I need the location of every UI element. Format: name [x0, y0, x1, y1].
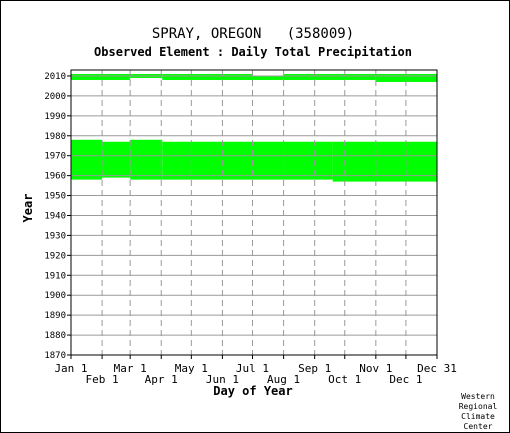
data-period-3: [130, 139, 163, 180]
x-tick-label-213: Aug 1: [267, 373, 300, 386]
y-tick-label-1910: 1910: [44, 271, 66, 281]
data-period-2: [102, 141, 131, 178]
y-tick-label-1900: 1900: [44, 291, 66, 301]
x-tick-label-152: Jun 1: [206, 373, 239, 386]
y-tick-label-1940: 1940: [44, 211, 66, 221]
y-tick-label-1930: 1930: [44, 231, 66, 241]
data-period-9: [252, 75, 284, 80]
chart-subtitle: Observed Element : Daily Total Precipita…: [94, 45, 412, 59]
x-tick-label-244: Sep 1: [298, 362, 331, 375]
data-period-1: [71, 139, 103, 180]
y-tick-label-1990: 1990: [44, 112, 66, 122]
y-tick-label-2000: 2000: [44, 92, 66, 102]
credit-line-1: Western: [461, 392, 495, 401]
y-tick-label-1960: 1960: [44, 172, 66, 182]
credit-line-2: Regional: [459, 402, 498, 411]
y-axis-label: Year: [21, 194, 35, 223]
x-tick-label-121: May 1: [175, 362, 208, 375]
x-tick-label-305: Nov 1: [359, 362, 392, 375]
plot-background: [71, 70, 437, 355]
data-period-6: [71, 73, 131, 80]
data-period-5: [332, 141, 437, 182]
plot-border: [70, 69, 438, 356]
x-tick-label-274: Oct 1: [328, 373, 361, 386]
data-period-10: [283, 73, 376, 80]
plot-area: [71, 70, 437, 355]
chart-title: SPRAY, OREGON (358009): [152, 26, 354, 42]
y-tick-label-1880: 1880: [44, 331, 66, 341]
grid-layer: [71, 70, 437, 355]
data-layer: [71, 73, 437, 182]
x-tick-label-60: Mar 1: [114, 362, 147, 375]
x-tick-label-366: Dec 31: [417, 362, 457, 375]
x-axis-label: Day of Year: [213, 384, 292, 398]
x-tick-label-335: Dec 1: [389, 373, 422, 386]
credit-line-4: Center: [464, 422, 493, 431]
x-tick-label-32: Feb 1: [86, 373, 119, 386]
y-tick-label-2010: 2010: [44, 72, 66, 82]
x-tick-label-1: Jan 1: [54, 362, 87, 375]
credit-block: Western Regional Climate Center: [459, 392, 498, 431]
data-period-8: [162, 73, 253, 80]
axis-layer: 1870 1880 1890 1900 1910 1920 1930 1940 1950 1960…: [44, 69, 457, 386]
y-tick-label-1970: 1970: [44, 152, 66, 162]
y-tick-label-1950: 1950: [44, 192, 66, 202]
data-period-11: [375, 73, 437, 82]
y-tick-label-1920: 1920: [44, 251, 66, 261]
credit-line-3: Climate: [461, 412, 495, 421]
data-period-4: [162, 141, 333, 180]
y-tick-label-1980: 1980: [44, 132, 66, 142]
y-tick-label-1890: 1890: [44, 311, 66, 321]
x-tick-label-182: Jul 1: [236, 362, 269, 375]
x-tick-label-91: Apr 1: [145, 373, 178, 386]
y-tick-label-1870: 1870: [44, 351, 66, 361]
